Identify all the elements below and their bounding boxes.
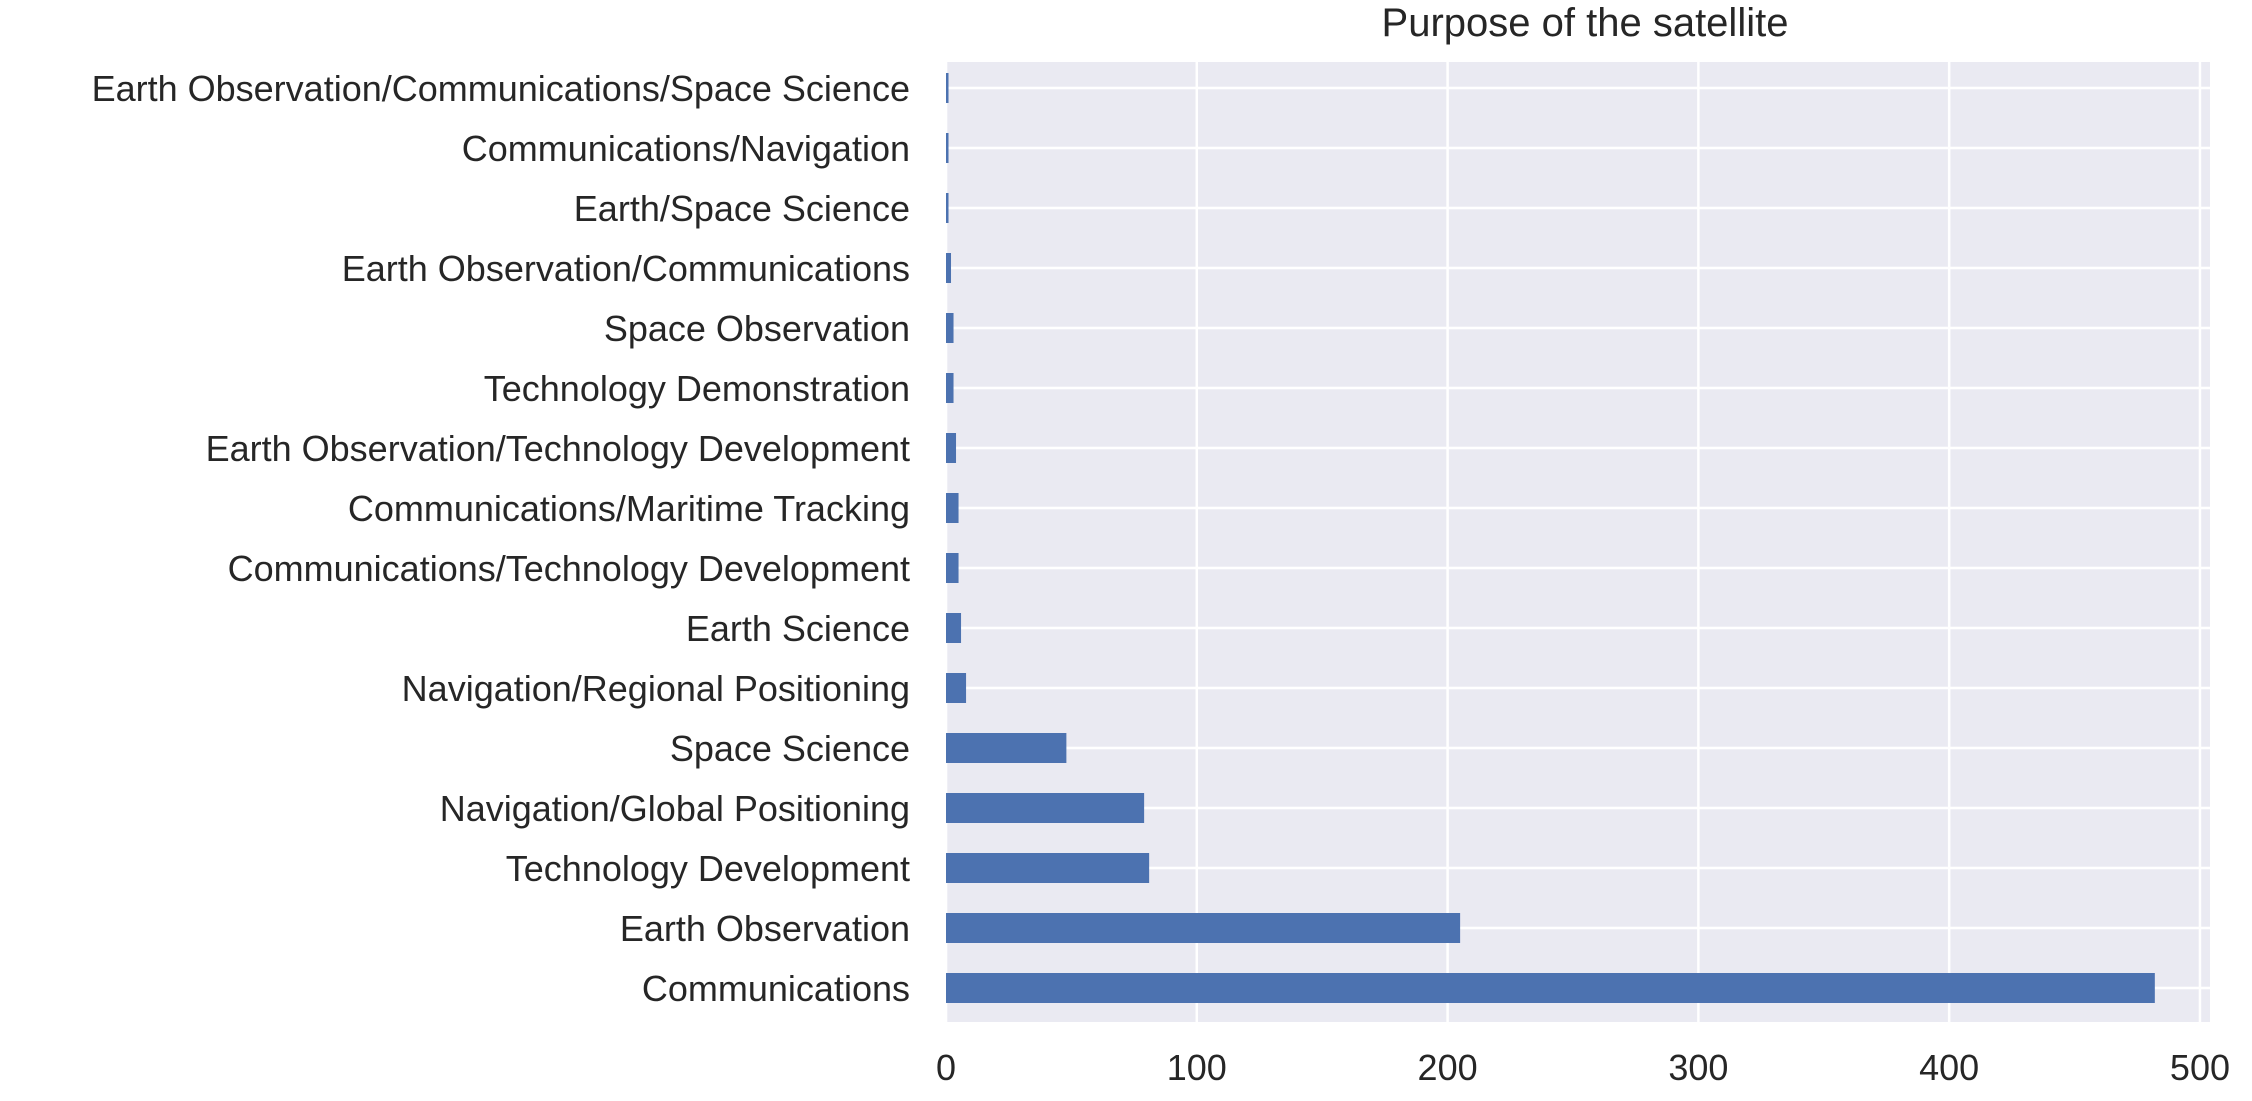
bar [946,853,1150,883]
grid-lines [944,62,2210,1022]
bar [946,973,2155,1003]
plot-background [946,62,2210,1022]
bar [946,193,949,223]
x-tick-label: 400 [1919,1047,1979,1088]
y-tick-label: Space Science [670,728,910,769]
x-tick-label: 200 [1418,1047,1478,1088]
bars [946,73,2155,1003]
bar [946,313,954,343]
bar [946,553,959,583]
bar [946,913,1461,943]
y-tick-label: Earth/Space Science [574,188,910,229]
x-tick-label: 500 [2170,1047,2230,1088]
y-tick-labels: Communications Earth Observation Technolog… [92,68,910,1009]
bar [946,253,952,283]
x-tick-label: 300 [1668,1047,1728,1088]
y-tick-label: Communications/Maritime Tracking [348,488,910,529]
bar [946,493,959,523]
y-tick-label: Space Observation [604,308,910,349]
bar [946,673,967,703]
bar [946,373,954,403]
y-tick-label: Communications [642,968,910,1009]
x-tick-labels: 0 100 200 300 400 500 [936,1047,2230,1088]
y-tick-label: Navigation/Global Positioning [440,788,910,829]
chart-title: Purpose of the satellite [1382,1,1789,45]
x-tick-label: 0 [936,1047,956,1088]
bar [946,613,962,643]
y-tick-label: Communications/Technology Development [228,548,910,589]
bar [946,433,957,463]
x-tick-label: 100 [1167,1047,1227,1088]
y-tick-label: Earth Observation/Technology Development [206,428,910,469]
y-tick-label: Navigation/Regional Positioning [402,668,910,709]
y-tick-label: Earth Observation/Communications [342,248,910,289]
y-tick-label: Technology Development [506,848,910,889]
bar [946,73,949,103]
y-tick-label: Earth Observation [620,908,910,949]
y-tick-label: Earth Observation/Communications/Space S… [92,68,910,109]
y-tick-label: Communications/Navigation [462,128,910,169]
bar [946,733,1067,763]
y-tick-label: Technology Demonstration [484,368,910,409]
bar [946,133,949,163]
bar [946,793,1145,823]
y-tick-label: Earth Science [686,608,910,649]
